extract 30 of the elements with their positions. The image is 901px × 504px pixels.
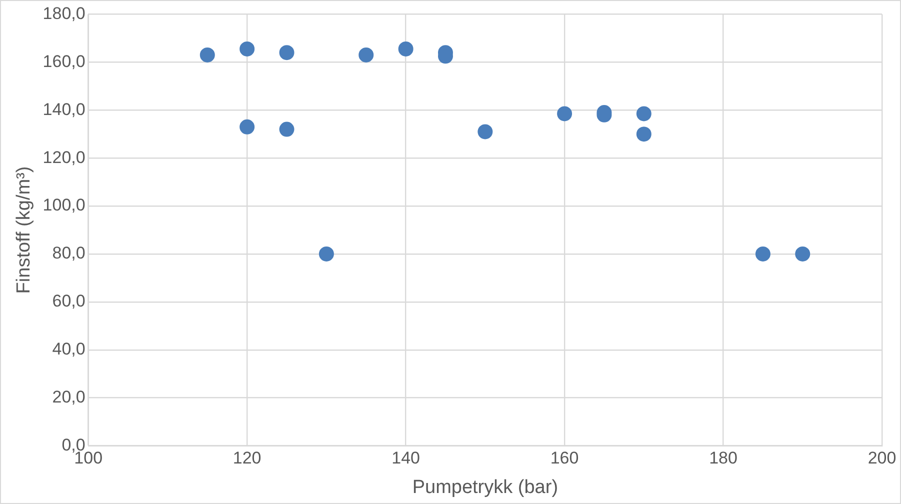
point	[636, 126, 652, 142]
point	[318, 246, 334, 262]
point	[200, 47, 215, 62]
x-tick-label: 140	[392, 448, 420, 468]
y-tick-label: 40,0	[52, 340, 86, 359]
y-tick-label: 100,0	[42, 196, 86, 215]
point	[358, 47, 374, 62]
y-tick-label: 160,0	[42, 52, 86, 71]
point	[398, 41, 414, 56]
y-tick-label: 140,0	[42, 100, 86, 119]
point	[795, 246, 810, 262]
point	[279, 45, 294, 60]
x-tick-label: 120	[232, 448, 262, 468]
point	[240, 41, 255, 56]
x-tick-label: 200	[868, 448, 896, 468]
y-tick-label: 120,0	[42, 148, 86, 167]
y-tick-label: 80,0	[52, 244, 86, 263]
x-axis-title: Pumpetrykk (bar)	[412, 476, 558, 498]
y-tick-label: 20,0	[52, 388, 86, 407]
x-tick-label: 160	[550, 448, 579, 468]
y-axis-title: Finstoff (kg/m³)	[14, 166, 35, 294]
point	[557, 106, 572, 122]
point	[478, 124, 493, 140]
point	[279, 122, 294, 137]
point	[240, 119, 255, 134]
point	[636, 106, 652, 122]
y-tick-label: 60,0	[52, 292, 86, 311]
x-tick-label: 180	[709, 448, 738, 468]
point	[755, 246, 770, 262]
y-tick-label: 180,0	[42, 4, 86, 23]
